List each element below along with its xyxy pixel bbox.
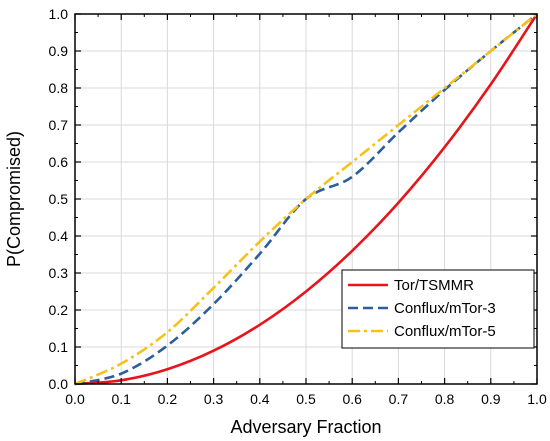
y-axis-title: P(Compromised) — [4, 131, 24, 267]
x-tick-label: 0.1 — [111, 391, 131, 407]
legend-label-1: Tor/TSMMR — [394, 277, 474, 294]
x-tick-label: 0.0 — [65, 391, 85, 407]
x-tick-label: 0.6 — [342, 391, 362, 407]
ticks — [74, 13, 538, 385]
y-tick-label: 0.9 — [49, 43, 69, 59]
legend: Tor/TSMMR Conflux/mTor-3 Conflux/mTor-5 — [341, 269, 535, 349]
x-tick-label: 0.5 — [296, 391, 316, 407]
series-line-3 — [74, 12, 538, 386]
y-tick-label: 0.8 — [49, 80, 69, 96]
x-tick-label: 0.9 — [481, 391, 501, 407]
y-tick-label: 0.7 — [49, 117, 69, 133]
x-tick-label: 0.4 — [250, 391, 270, 407]
legend-label-3: Conflux/mTor-5 — [394, 323, 496, 340]
y-tick-label: 0.4 — [49, 228, 69, 244]
y-tick-label: 0.3 — [49, 265, 69, 281]
x-tick-label: 0.7 — [389, 391, 409, 407]
x-tick-label: 0.2 — [158, 391, 178, 407]
legend-label-2: Conflux/mTor-3 — [394, 300, 496, 317]
tick-labels: 0.0 0.1 0.2 0.3 0.4 0.5 0.6 0.7 0.8 0.9 1.0 0.0 0.1 0… — [49, 6, 547, 407]
y-tick-label: 0.5 — [49, 191, 69, 207]
y-tick-label: 0.1 — [49, 339, 69, 355]
y-tick-label: 0.0 — [49, 376, 69, 392]
x-tick-label: 0.3 — [204, 391, 224, 407]
y-tick-label: 0.6 — [49, 154, 69, 170]
x-tick-label: 1.0 — [527, 391, 547, 407]
y-tick-label: 1.0 — [49, 6, 69, 22]
series-group — [74, 12, 539, 386]
x-axis-title: Adversary Fraction — [230, 417, 381, 437]
y-tick-label: 0.2 — [49, 302, 69, 318]
legend-box — [341, 269, 535, 349]
x-tick-label: 0.8 — [435, 391, 455, 407]
series-line-1 — [74, 13, 539, 386]
